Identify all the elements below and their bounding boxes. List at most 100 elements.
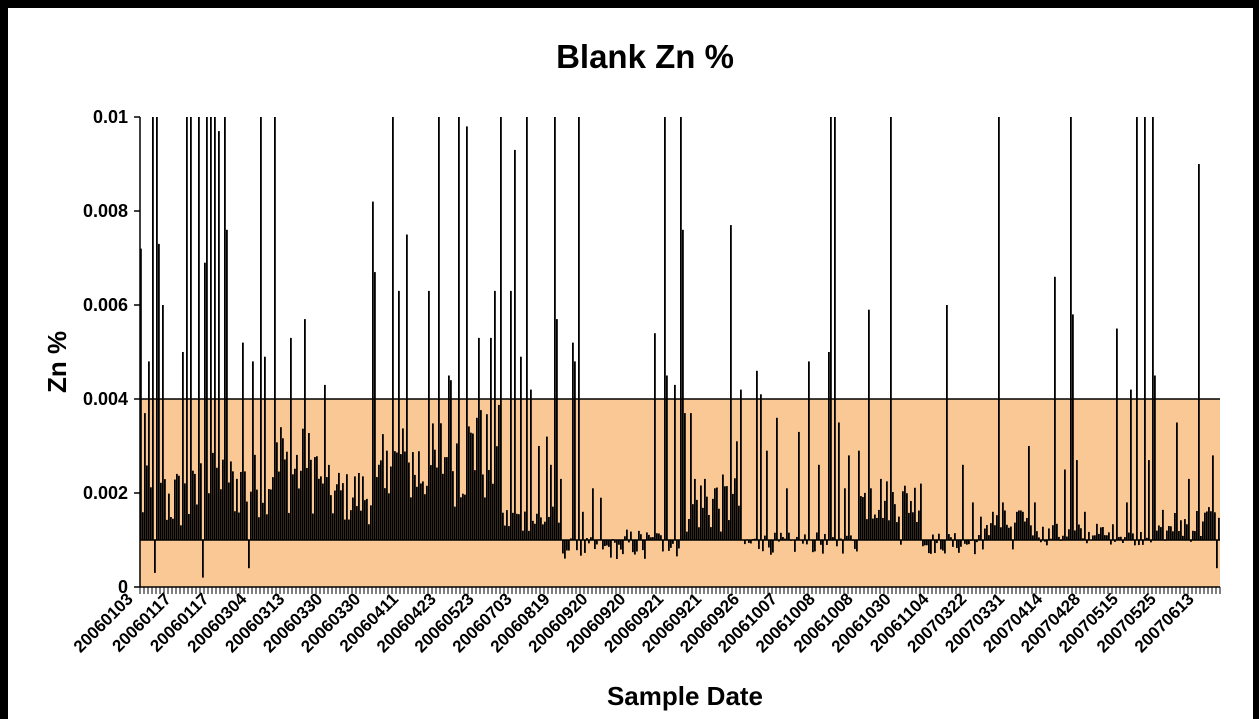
bar xyxy=(942,540,944,551)
bar xyxy=(510,290,512,540)
bar xyxy=(844,488,846,540)
bar xyxy=(702,507,704,540)
bar xyxy=(832,537,834,540)
bar xyxy=(682,229,684,541)
bar xyxy=(174,479,176,540)
bar xyxy=(750,540,752,544)
bar xyxy=(1186,524,1188,540)
bar xyxy=(1182,535,1184,540)
bar xyxy=(1136,117,1138,540)
bar xyxy=(824,533,826,540)
bar xyxy=(476,417,478,540)
bar xyxy=(532,520,534,540)
bar xyxy=(470,432,472,540)
bar xyxy=(756,370,758,540)
bar xyxy=(710,527,712,540)
bar xyxy=(478,337,480,540)
bar xyxy=(692,504,694,540)
bar xyxy=(316,456,318,540)
bar xyxy=(306,467,308,540)
x-axis-label: Sample Date xyxy=(607,681,763,711)
bar xyxy=(380,460,382,540)
bar xyxy=(1146,537,1148,540)
y-axis-label: Zn % xyxy=(42,331,72,393)
bar xyxy=(420,483,422,540)
bar xyxy=(654,333,656,540)
bar xyxy=(302,428,304,540)
bar xyxy=(240,471,242,540)
bar xyxy=(458,117,460,540)
bar xyxy=(620,540,622,550)
bar xyxy=(582,511,584,540)
bar xyxy=(1166,530,1168,540)
bar xyxy=(996,515,998,540)
bar xyxy=(1076,460,1078,540)
bar xyxy=(1170,526,1172,540)
bar xyxy=(1008,527,1010,540)
bar xyxy=(202,540,204,578)
chart-title: Blank Zn % xyxy=(556,38,734,75)
bar xyxy=(534,523,536,540)
bar xyxy=(916,521,918,540)
bar xyxy=(1046,540,1048,546)
bar xyxy=(182,352,184,540)
bar xyxy=(1042,526,1044,540)
bar-layer xyxy=(140,117,1220,578)
bar xyxy=(488,470,490,540)
bar xyxy=(688,519,690,540)
bar xyxy=(1176,422,1178,540)
bar xyxy=(324,384,326,540)
bar xyxy=(252,361,254,540)
bar xyxy=(140,248,142,540)
bar xyxy=(1198,164,1200,540)
bar xyxy=(386,450,388,540)
bar xyxy=(930,540,932,554)
bar xyxy=(574,361,576,540)
bar xyxy=(666,375,668,540)
bar xyxy=(578,117,580,540)
bar xyxy=(952,540,954,547)
bar xyxy=(626,529,628,540)
bar xyxy=(1028,446,1030,540)
bar xyxy=(266,514,268,540)
bar xyxy=(1208,507,1210,540)
bar xyxy=(258,517,260,540)
bar xyxy=(564,540,566,559)
bar xyxy=(954,533,956,540)
bar xyxy=(918,510,920,540)
bar xyxy=(466,126,468,541)
bar xyxy=(184,483,186,540)
bar xyxy=(546,436,548,540)
bar xyxy=(500,117,502,540)
bar xyxy=(644,540,646,559)
bar xyxy=(604,540,606,547)
bar xyxy=(668,540,670,551)
bar xyxy=(932,534,934,540)
bar xyxy=(984,528,986,540)
bar xyxy=(600,497,602,540)
bar xyxy=(994,525,996,540)
bar xyxy=(1044,540,1046,542)
bar xyxy=(456,443,458,540)
bar xyxy=(368,524,370,540)
bar xyxy=(284,459,286,540)
bar xyxy=(796,536,798,540)
bar xyxy=(426,485,428,540)
bar xyxy=(902,491,904,540)
bar xyxy=(358,472,360,540)
bar xyxy=(1172,531,1174,540)
bar xyxy=(1192,530,1194,540)
bar xyxy=(262,502,264,540)
bar xyxy=(802,540,804,544)
bar xyxy=(722,474,724,540)
bar xyxy=(198,117,200,540)
bar xyxy=(934,540,936,554)
bar xyxy=(554,117,556,540)
bar xyxy=(1068,529,1070,540)
bar xyxy=(1016,511,1018,540)
bar xyxy=(888,520,890,540)
bar xyxy=(310,459,312,540)
bar xyxy=(580,540,582,556)
bar xyxy=(1012,540,1014,550)
